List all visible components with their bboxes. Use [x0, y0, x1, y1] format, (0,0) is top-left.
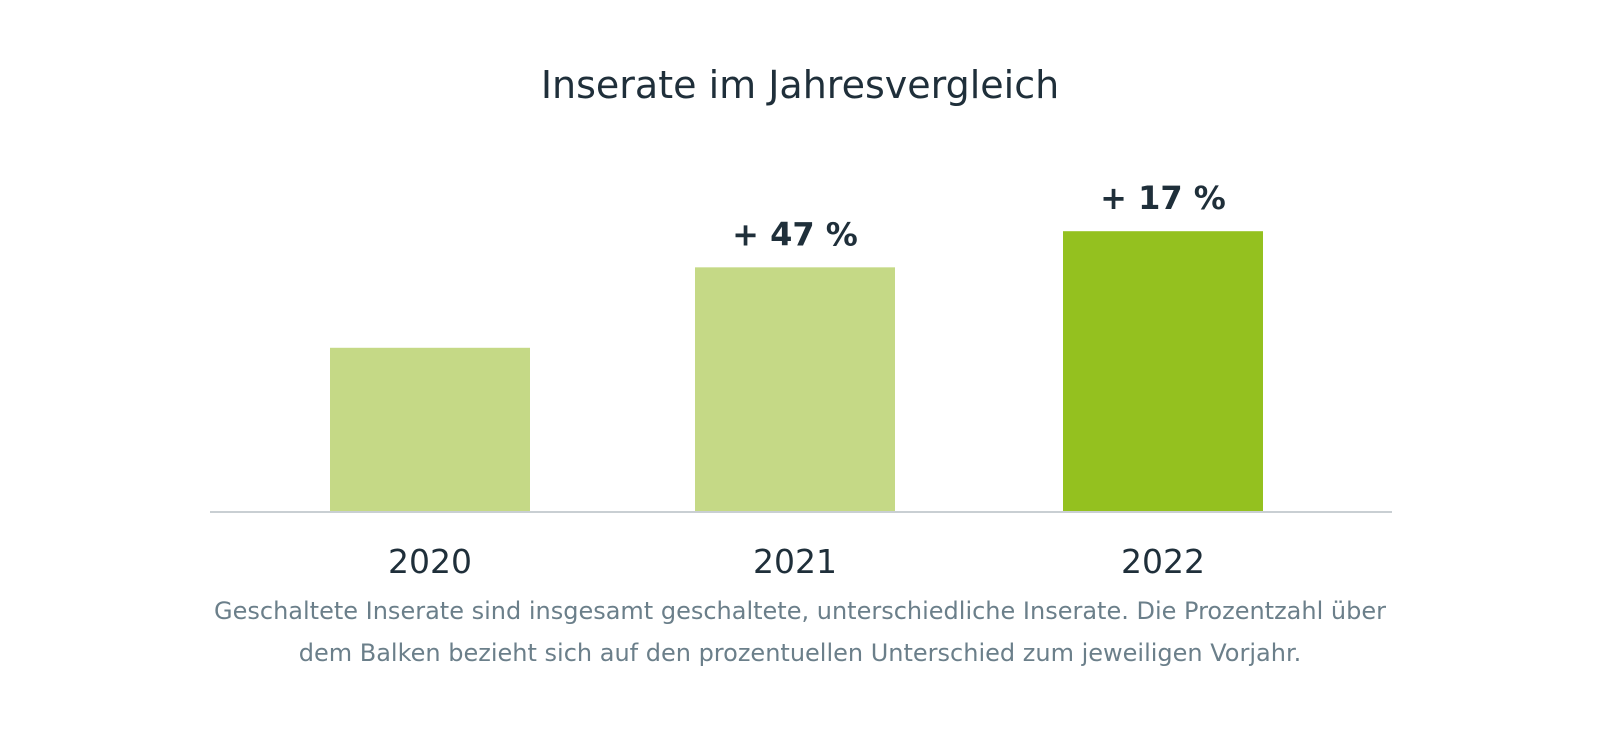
bar-chart: Inserate im Jahresvergleich + 47 % + 17 %…	[210, 63, 1392, 581]
caption-line-1: Geschaltete Inserate sind insgesamt gesc…	[214, 597, 1386, 625]
x-tick-label-2020: 2020	[388, 542, 472, 581]
x-tick-labels-group: 2020 2021 2022	[388, 542, 1205, 581]
x-tick-label-2021: 2021	[753, 542, 837, 581]
chart-title: Inserate im Jahresvergleich	[541, 63, 1059, 107]
bar-2022	[1063, 231, 1263, 512]
data-labels-group: + 47 % + 17 %	[732, 179, 1226, 253]
bar-2020	[330, 347, 530, 512]
bars-group	[330, 231, 1263, 512]
x-tick-label-2022: 2022	[1121, 542, 1205, 581]
data-label-2021: + 47 %	[732, 215, 858, 253]
chart-caption: Geschaltete Inserate sind insgesamt gesc…	[150, 590, 1450, 674]
bar-2021	[695, 267, 895, 512]
data-label-2022: + 17 %	[1100, 179, 1226, 217]
caption-line-2: dem Balken bezieht sich auf den prozentu…	[298, 639, 1302, 667]
